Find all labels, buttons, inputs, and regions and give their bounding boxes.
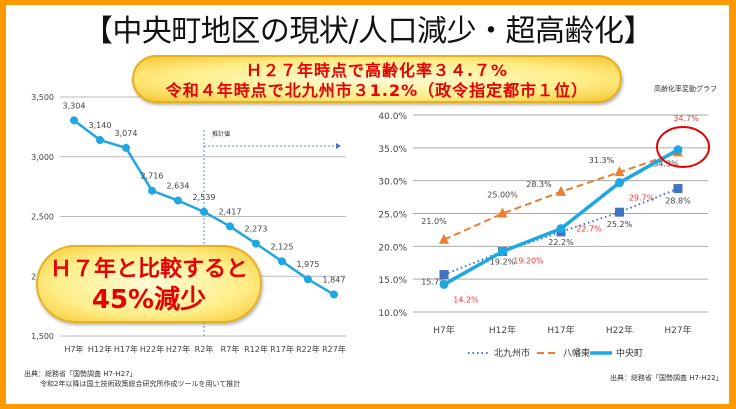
data-point: [226, 222, 234, 231]
x-tick-label: H17年: [547, 324, 574, 336]
data-point: [439, 233, 449, 244]
data-label: 2,125: [271, 242, 294, 251]
x-tick-label: R22年: [296, 344, 320, 354]
callout-line-2: 令和４年時点で北九州市３1.2%（政令指定都市１位）: [165, 81, 589, 100]
callout-line-2: 45%減少: [91, 285, 207, 315]
population-source: 出典：総務省「国勢調査 H7-H27」: [24, 370, 137, 378]
data-label: 34.3%: [653, 159, 679, 168]
data-point: [614, 166, 625, 177]
data-point: [498, 247, 507, 257]
y-tick-label: 1,500: [31, 332, 54, 341]
data-label: 15.7%: [421, 278, 447, 287]
y-tick-label: 2,500: [31, 213, 54, 222]
projection-arrowhead: [336, 143, 341, 149]
projection-label: 推計値: [212, 130, 230, 138]
y-tick-label: 10.0%: [378, 309, 407, 319]
y-tick-label: 35.0%: [378, 145, 407, 155]
legend-label: 北九州市: [494, 347, 530, 359]
x-tick-label: R7年: [221, 344, 240, 354]
data-label: 2,273: [245, 225, 268, 234]
data-point: [673, 184, 683, 194]
aging-chart-title: 高齢化率変動グラフ: [654, 85, 717, 93]
y-tick-label: 15.0%: [378, 276, 407, 286]
highlight-circle: [656, 126, 710, 168]
x-tick-label: R12年: [244, 344, 268, 354]
population-decrease-callout: Ｈ７年と比較すると 45%減少: [36, 245, 262, 323]
series-line-0: [443, 187, 679, 276]
x-tick-label: R27年: [322, 344, 346, 354]
data-label: 3,304: [63, 101, 86, 110]
data-point: [174, 196, 182, 205]
data-label: 22.7%: [576, 225, 602, 234]
data-point: [96, 136, 104, 145]
x-tick-label: H27年: [664, 324, 691, 336]
data-point: [252, 239, 260, 248]
data-label: 25.2%: [607, 220, 633, 229]
y-tick-label: 25.0%: [378, 211, 407, 221]
data-point: [278, 257, 286, 266]
data-label: 28.8%: [665, 197, 691, 206]
data-point: [615, 207, 624, 217]
data-point: [200, 207, 208, 216]
series-line-2: [443, 148, 679, 286]
y-tick-label: 20.0%: [378, 243, 407, 253]
x-tick-label: H12年: [489, 324, 516, 336]
data-point: [304, 275, 312, 284]
data-label: 2,716: [141, 172, 164, 181]
x-tick-label: R2年: [195, 344, 214, 354]
data-label: 22.2%: [548, 238, 574, 247]
aging-rate-callout: Ｈ２７年時点で高齢化率３４.７% 令和４年時点で北九州市３1.2%（政令指定都市…: [132, 55, 622, 103]
data-point: [330, 290, 338, 299]
data-label: 29.7%: [629, 194, 655, 203]
legend-label: 八幡東: [563, 347, 590, 359]
y-tick-label: 3,500: [31, 93, 54, 102]
x-tick-label: R17年: [270, 344, 294, 354]
data-point: [556, 185, 566, 196]
data-point: [439, 270, 449, 280]
x-tick-label: H12年: [88, 344, 112, 354]
x-tick-label: H7年: [433, 324, 455, 336]
data-point: [673, 145, 683, 155]
legend-label: 中央町: [616, 347, 643, 359]
data-label: 34.7%: [673, 114, 699, 123]
data-label: 14.2%: [453, 295, 479, 304]
y-tick-label: 30.0%: [378, 178, 407, 188]
data-label: 2,539: [193, 193, 216, 202]
data-point: [497, 207, 508, 218]
data-label: 25.00%: [487, 191, 518, 200]
data-label: 19.2%: [490, 258, 516, 267]
data-label: 28.3%: [526, 180, 552, 189]
y-tick-label: 3,000: [31, 153, 54, 162]
data-point: [556, 224, 566, 234]
data-point: [70, 116, 78, 125]
x-tick-label: H7年: [64, 344, 83, 354]
data-label: 21.0%: [421, 217, 447, 226]
data-label: 19.20%: [513, 257, 544, 266]
data-label: 3,074: [115, 129, 138, 138]
x-tick-label: H22年: [606, 324, 633, 336]
data-label: 2,417: [219, 207, 242, 216]
data-point: [439, 279, 449, 289]
x-tick-label: H17年: [114, 344, 138, 354]
callout-line-1: Ｈ７年と比較すると: [49, 257, 248, 282]
x-tick-label: H27年: [166, 344, 190, 354]
y-tick-label: 40.0%: [378, 112, 407, 122]
data-label: 31.3%: [589, 156, 615, 165]
data-point: [615, 178, 624, 188]
callout-line-1: Ｈ２７年時点で高齢化率３４.７%: [245, 61, 509, 80]
data-label: 1,847: [323, 276, 346, 285]
x-tick-label: H22年: [140, 344, 164, 354]
population-source-note: 令和2年以降は国土技術政策総合研究所作成ツールを用いて推計: [40, 380, 241, 388]
page-title: 【中央町地区の現状/人口減少・超高齢化】: [82, 14, 654, 49]
aging-source: 出典：総務省「国勢調査 H7-H22」: [610, 374, 723, 382]
data-label: 1,975: [297, 260, 320, 269]
data-label: 2,634: [167, 181, 190, 190]
data-label: 3,140: [89, 121, 112, 130]
data-point: [148, 186, 156, 195]
data-point: [122, 143, 130, 152]
